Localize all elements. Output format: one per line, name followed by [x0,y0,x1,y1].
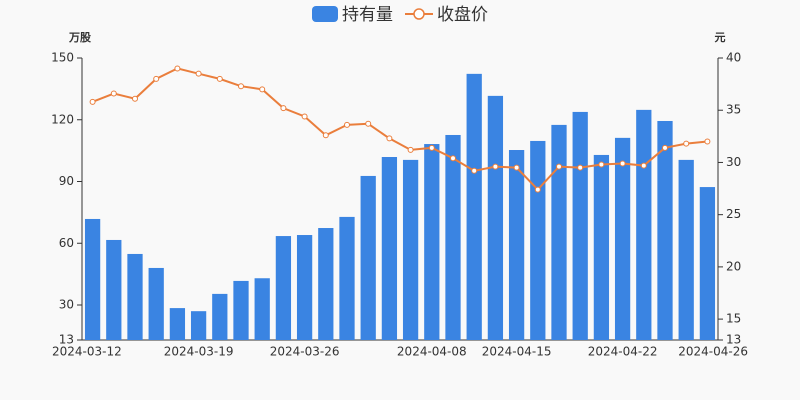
line-point [640,162,647,169]
bar [572,111,588,340]
bar [551,124,567,340]
bar [678,159,694,340]
line-point [556,163,562,170]
bar [402,159,419,340]
y2-tick-label: 13 [726,333,741,347]
x-tick-label: 2024-03-19 [164,345,234,359]
bar [508,150,525,340]
y-tick-label: 150 [51,51,74,65]
bar [106,239,122,340]
line-point [428,144,435,151]
line-point [619,160,626,167]
line-point [450,155,456,162]
line-point [683,140,690,147]
bar [148,267,164,340]
line-point [216,75,223,82]
y-axis-name: 万股 [68,31,92,44]
bar [530,140,546,340]
bar [318,228,334,340]
bar [212,293,228,340]
line-point [534,186,541,193]
y2-tick-label: 30 [726,155,741,169]
bar [424,144,440,340]
bar [275,236,292,340]
line-point [598,161,605,168]
bar [296,235,313,340]
line-point [110,90,117,97]
bar [254,278,270,340]
line-point [513,164,520,171]
line-point [407,146,414,153]
line-point [132,95,138,102]
y2-tick-label: 15 [726,312,741,326]
bar [84,218,101,340]
legend-swatch-dot [413,8,425,20]
line-point [322,132,329,139]
line-point [492,163,499,170]
y2-axis-name: 元 [715,31,726,44]
y-tick-label: 120 [51,112,74,126]
legend-swatch-bar [312,6,338,22]
y-tick-label: 30 [59,298,74,312]
line-point [195,70,202,77]
y2-tick-label: 40 [726,51,741,65]
x-tick-label: 2024-04-15 [482,345,552,359]
line-point [259,86,266,93]
bar [339,216,355,340]
bar [466,73,482,340]
legend-label: 收盘价 [437,5,488,25]
x-tick-label: 2024-04-26 [678,345,748,359]
x-tick-label: 2024-03-26 [270,345,340,359]
bar [636,109,652,340]
bar [699,187,716,340]
line-point [89,98,96,105]
y2-tick-label: 35 [726,103,741,117]
legend-label: 持有量 [342,5,393,25]
x-tick-label: 2024-04-08 [397,345,467,359]
bar [381,157,398,340]
bar [127,253,143,340]
bar [487,95,504,340]
y2-tick-label: 20 [726,259,741,273]
line-point [238,83,244,90]
x-tick-label: 2024-04-22 [588,345,658,359]
y-tick-label: 90 [59,174,74,188]
line-point [174,65,181,72]
bar [614,137,631,340]
line [92,67,708,192]
bar [233,280,249,340]
line-point [344,121,350,128]
line-point [386,135,393,142]
line-point [280,105,287,112]
bar [190,311,207,340]
bar [445,134,461,340]
line-point [471,167,478,174]
line-point [577,164,584,171]
line-point [153,75,160,82]
bar [169,308,186,340]
bar [360,175,376,340]
bar [593,154,610,340]
y-tick-label: 13 [59,333,74,347]
line-point [301,113,308,120]
bar [657,120,673,340]
x-tick-label: 2024-03-12 [52,345,122,359]
y-tick-label: 60 [59,236,74,250]
line-point [662,144,668,151]
line-point [704,138,711,145]
y2-tick-label: 25 [726,207,741,221]
line-point [365,120,372,127]
